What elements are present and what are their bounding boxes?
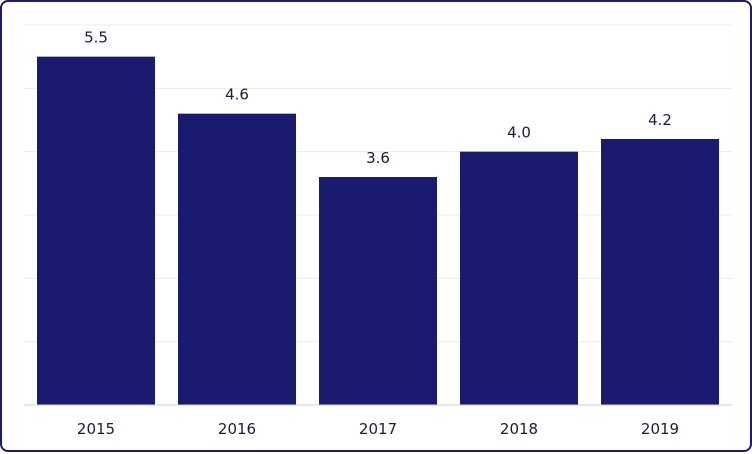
- bar-2018: [460, 151, 578, 405]
- bar-2019: [601, 139, 719, 405]
- x-tick-label-2017: 2017: [359, 420, 397, 438]
- x-tick-label-2019: 2019: [641, 420, 679, 438]
- bar-2017: [319, 177, 437, 405]
- value-labels: 5.5 4.6 3.6 4.0 4.2: [84, 29, 672, 167]
- value-label-2016: 4.6: [225, 86, 249, 104]
- value-label-2015: 5.5: [84, 29, 108, 47]
- value-label-2017: 3.6: [366, 149, 390, 167]
- value-label-2019: 4.2: [648, 111, 672, 129]
- x-tick-label-2015: 2015: [77, 420, 115, 438]
- bar-2015: [37, 56, 155, 406]
- bar-2016: [178, 113, 296, 406]
- x-tick-labels: 2015 2016 2017 2018 2019: [77, 420, 679, 438]
- bars: [37, 56, 719, 406]
- x-tick-label-2016: 2016: [218, 420, 256, 438]
- value-label-2018: 4.0: [507, 124, 531, 142]
- x-tick-label-2018: 2018: [500, 420, 538, 438]
